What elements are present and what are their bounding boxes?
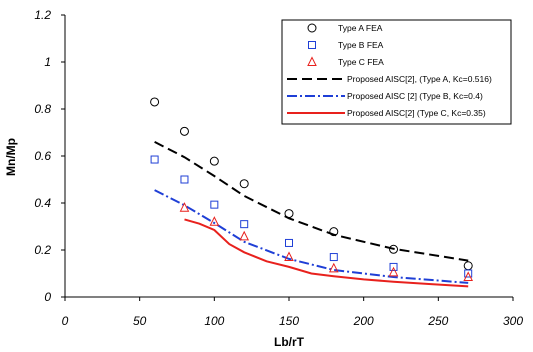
data-point-circle <box>329 227 339 237</box>
data-point-square <box>180 175 189 184</box>
legend-symbol-0 <box>307 23 317 33</box>
y-tick-label: 0.8 <box>34 102 51 116</box>
y-axis-label: Mn/Mp <box>4 138 18 176</box>
data-point-square <box>285 238 293 247</box>
x-tick-label: 150 <box>279 314 299 328</box>
legend-label-2: Type C FEA <box>338 57 384 67</box>
data-point-triangle <box>239 230 250 241</box>
data-point-square <box>329 253 338 262</box>
data-point-square <box>389 262 398 271</box>
data-point-square <box>240 220 249 229</box>
y-tick-label: 0.2 <box>34 243 51 257</box>
y-tick-label: 0 <box>44 290 51 304</box>
legend-label-4: Proposed AISC [2] (Type B, Kc=0.4) <box>347 91 483 101</box>
legend-box <box>281 19 512 125</box>
series-line-3 <box>154 141 469 262</box>
data-point-circle <box>150 97 160 107</box>
legend-label-1: Type B FEA <box>338 40 384 50</box>
data-point-circle <box>389 244 399 254</box>
y-tick-label: 1 <box>44 55 51 69</box>
data-point-square <box>150 155 159 164</box>
legend-label-3: Proposed AISC[2], (Type A, Kc=0.516) <box>347 74 492 84</box>
legend-label-0: Type A FEA <box>338 23 383 33</box>
series-line-4 <box>154 189 469 284</box>
data-point-square <box>464 269 473 278</box>
y-tick-label: 0.4 <box>34 196 51 210</box>
data-point-triangle <box>284 251 294 262</box>
x-tick-label: 0 <box>62 314 69 328</box>
series-line-5 <box>184 218 469 288</box>
legend-symbol-1 <box>308 41 316 49</box>
x-axis-label: Lb/rT <box>274 335 305 349</box>
axes: 0 50 100 150 200 250 300 0 0.2 0.4 0.6 0.8 1 1.2 <box>34 8 523 328</box>
data-point-square <box>210 200 219 209</box>
legend-label-5: Proposed AISC[2] (Type C, Kc=0.35) <box>347 108 486 118</box>
legend: Type A FEA Type B FEA Type C FEA Proposed A… <box>281 19 512 125</box>
data-point-circle <box>179 126 189 136</box>
legend-symbol-2 <box>307 56 317 66</box>
data-point-circle <box>239 179 249 189</box>
data-point-circle <box>209 156 219 166</box>
data-point-triangle <box>328 262 339 273</box>
y-tick-label: 1.2 <box>34 8 51 22</box>
x-tick-label: 200 <box>353 314 374 328</box>
data-point-circle <box>284 209 294 219</box>
chart-marks <box>150 97 474 288</box>
y-tick-label: 0.6 <box>34 149 51 163</box>
x-tick-label: 300 <box>503 314 523 328</box>
data-point-triangle <box>179 202 190 212</box>
x-tick-label: 100 <box>204 314 224 328</box>
data-point-triangle <box>463 271 474 282</box>
data-point-circle <box>463 261 473 271</box>
data-point-triangle <box>388 266 399 277</box>
x-tick-label: 50 <box>133 314 147 328</box>
data-point-triangle <box>209 216 220 226</box>
x-tick-label: 250 <box>427 314 448 328</box>
